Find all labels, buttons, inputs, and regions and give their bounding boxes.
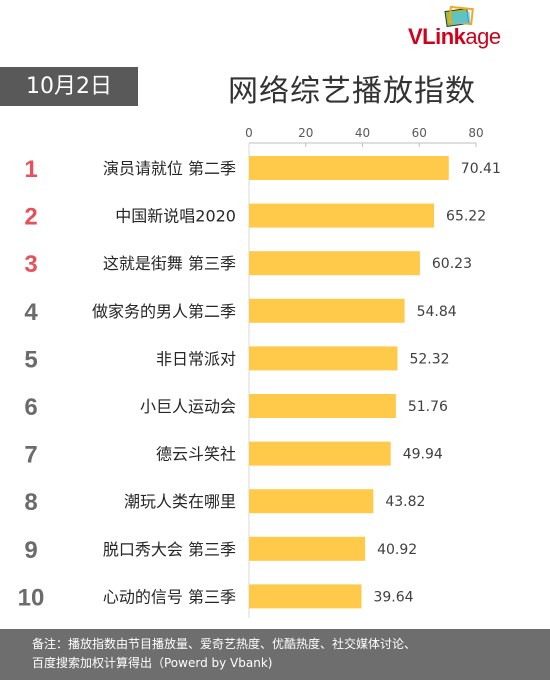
rank-number: 1 [24,156,37,183]
bar [249,536,366,561]
bar [249,441,391,466]
value-label: 39.64 [373,589,413,605]
rank-number: 10 [18,584,45,611]
value-label: 65.22 [446,209,486,225]
bar [249,489,374,514]
bar [249,394,396,418]
bar [249,203,435,228]
rank-number: 6 [24,394,37,421]
value-label: 49.94 [403,447,443,463]
category-label: 中国新说唱2020 [115,207,236,226]
footer-note: 备注：播放指数由节目播放量、爱奇艺热度、优酷热度、社交媒体讨论、 百度搜索加权计… [0,629,550,680]
category-label: 非日常派对 [156,349,236,368]
category-label: 做家务的男人第二季 [92,302,236,321]
bar [249,298,405,323]
value-label: 54.84 [417,304,457,320]
rank-number: 2 [24,204,37,231]
date-badge: 10月2日 [0,67,138,106]
value-label: 52.32 [409,351,449,367]
x-tick-label: 40 [355,126,370,140]
x-tick-label: 20 [298,126,313,140]
rank-number: 9 [24,537,37,564]
category-label: 演员请就位 第二季 [103,159,236,178]
value-label: 70.41 [461,161,501,177]
rank-number: 4 [24,299,38,326]
category-label: 潮玩人类在哪里 [124,492,236,511]
vlinkage-logo: VLinkage [408,6,538,52]
category-label: 小巨人运动会 [140,397,236,416]
footer-note-line1: 备注：播放指数由节目播放量、爱奇艺热度、优酷热度、社交媒体讨论、 [32,637,417,651]
value-label: 40.92 [377,542,417,558]
category-label: 脱口秀大会 第三季 [103,540,236,559]
bar [249,156,449,180]
rank-number: 7 [24,442,37,469]
x-tick-label: 0 [245,126,253,140]
logo-wordmark-part2: age [465,24,501,49]
bar [249,584,362,609]
logo-wordmark: VLinkage [408,24,501,50]
bar-chart: 0 20 40 60 80 1 演员请就位 第二季 70.41 2 中国新说唱2020 65.22 3… [18,126,501,618]
x-tick-label: 80 [468,126,483,140]
rank-number: 3 [24,251,37,278]
bar [249,346,398,371]
logo-frames-icon [444,6,474,28]
logo-wordmark-part1: VLink [408,24,466,49]
value-label: 60.23 [432,256,472,272]
x-tick-label: 60 [412,126,427,140]
value-label: 43.82 [385,494,425,510]
rank-number: 5 [24,346,37,373]
chart-title: 网络综艺播放指数 [228,74,476,109]
category-label: 这就是街舞 第三季 [103,254,236,273]
footer-note-line2: 百度搜索加权计算得出（Powerd by Vbank) [32,656,273,670]
category-label: 心动的信号 第三季 [103,587,236,606]
rank-number: 8 [24,489,37,516]
value-label: 51.76 [408,399,448,415]
bar [249,251,420,276]
category-label: 德云斗笑社 [156,445,236,464]
